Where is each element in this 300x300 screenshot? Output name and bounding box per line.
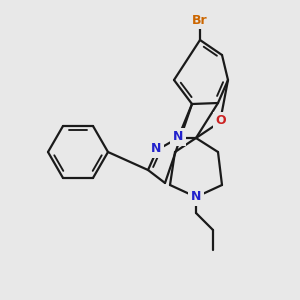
Text: N: N [191, 190, 201, 203]
Text: O: O [216, 115, 226, 128]
Text: Br: Br [192, 14, 208, 26]
Text: N: N [173, 130, 183, 143]
Text: N: N [151, 142, 161, 155]
Text: Br: Br [192, 14, 208, 26]
